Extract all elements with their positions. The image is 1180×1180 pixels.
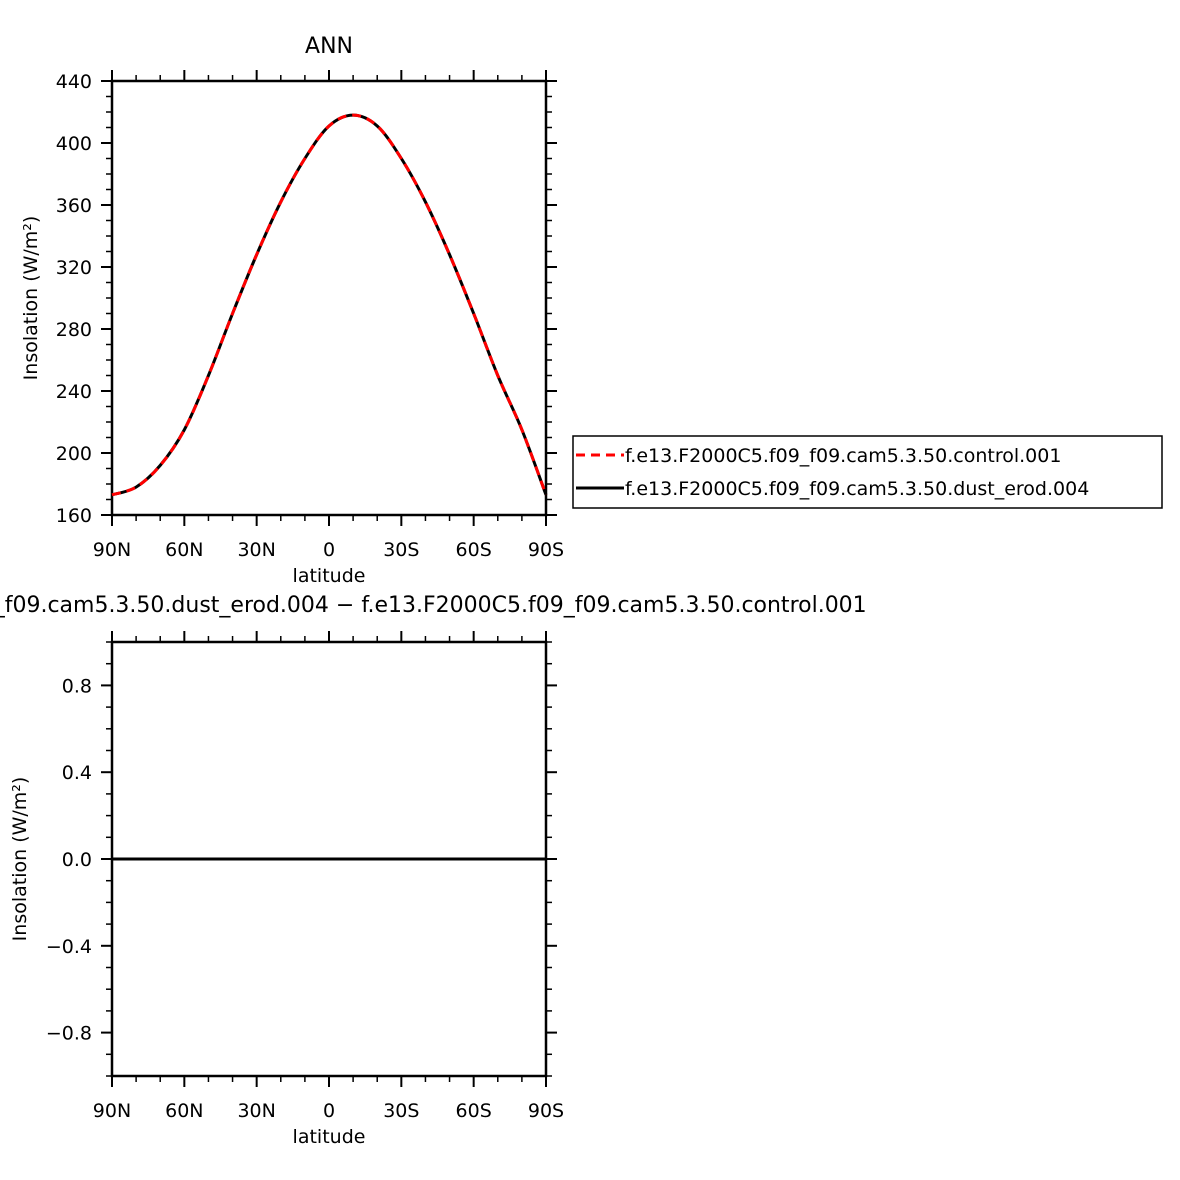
y-tick-label: −0.8 [46,1023,92,1045]
y-tick-label: 360 [56,195,92,217]
y-tick-label: 0.4 [62,762,92,784]
x-tick-label: 30S [383,1100,419,1122]
x-tick-label: 30S [383,539,419,561]
x-tick-label: 30N [237,1100,275,1122]
x-tick-label: 30N [237,539,275,561]
legend: f.e13.F2000C5.f09_f09.cam5.3.50.control.… [572,435,1163,509]
y-axis-label: Insolation (W/m²) [9,777,31,942]
y-tick-label: 200 [56,443,92,465]
x-axis-label: latitude [293,565,366,587]
x-tick-label: 90S [528,539,564,561]
y-tick-label: 440 [56,71,92,93]
y-tick-label: −0.4 [46,936,92,958]
y-tick-label: 0.0 [62,849,92,871]
x-tick-label: 90N [93,539,131,561]
x-tick-label: 60S [456,1100,492,1122]
legend-box [572,435,1163,509]
x-axis-label: latitude [293,1126,366,1148]
insolation-panel: 90N 60N 30N 0 30S 60S 90S 160 200 240 280 320 360 400… [20,34,564,587]
y-tick-label: 240 [56,381,92,403]
difference-panel: 90N 60N 30N 0 30S 60S 90S −0.8 −0.4 0.0 0.4 0.8 f.e1… [0,593,867,1148]
x-tick-label: 0 [323,539,335,561]
y-tick-label: 160 [56,505,92,527]
chart-title: ANN [305,34,353,59]
chart-title: f.e13.F2000C5.f09_f09.cam5.3.50.dust_ero… [0,593,867,618]
legend-entry-label: f.e13.F2000C5.f09_f09.cam5.3.50.control.… [625,445,1061,467]
y-tick-label: 320 [56,257,92,279]
x-tick-label: 60N [165,1100,203,1122]
x-tick-label: 60N [165,539,203,561]
y-axis-label: Insolation (W/m²) [20,216,42,381]
plot-frame [110,79,548,517]
x-tick-label: 90S [528,1100,564,1122]
y-tick-label: 400 [56,133,92,155]
series-line-1 [111,113,548,497]
x-tick-label: 0 [323,1100,335,1122]
series-line-0 [111,113,548,497]
x-tick-label: 60S [456,539,492,561]
y-tick-label: 0.8 [62,675,92,697]
legend-entry-label: f.e13.F2000C5.f09_f09.cam5.3.50.dust_ero… [625,478,1089,500]
x-tick-label: 90N [93,1100,131,1122]
y-tick-label: 280 [56,319,92,341]
